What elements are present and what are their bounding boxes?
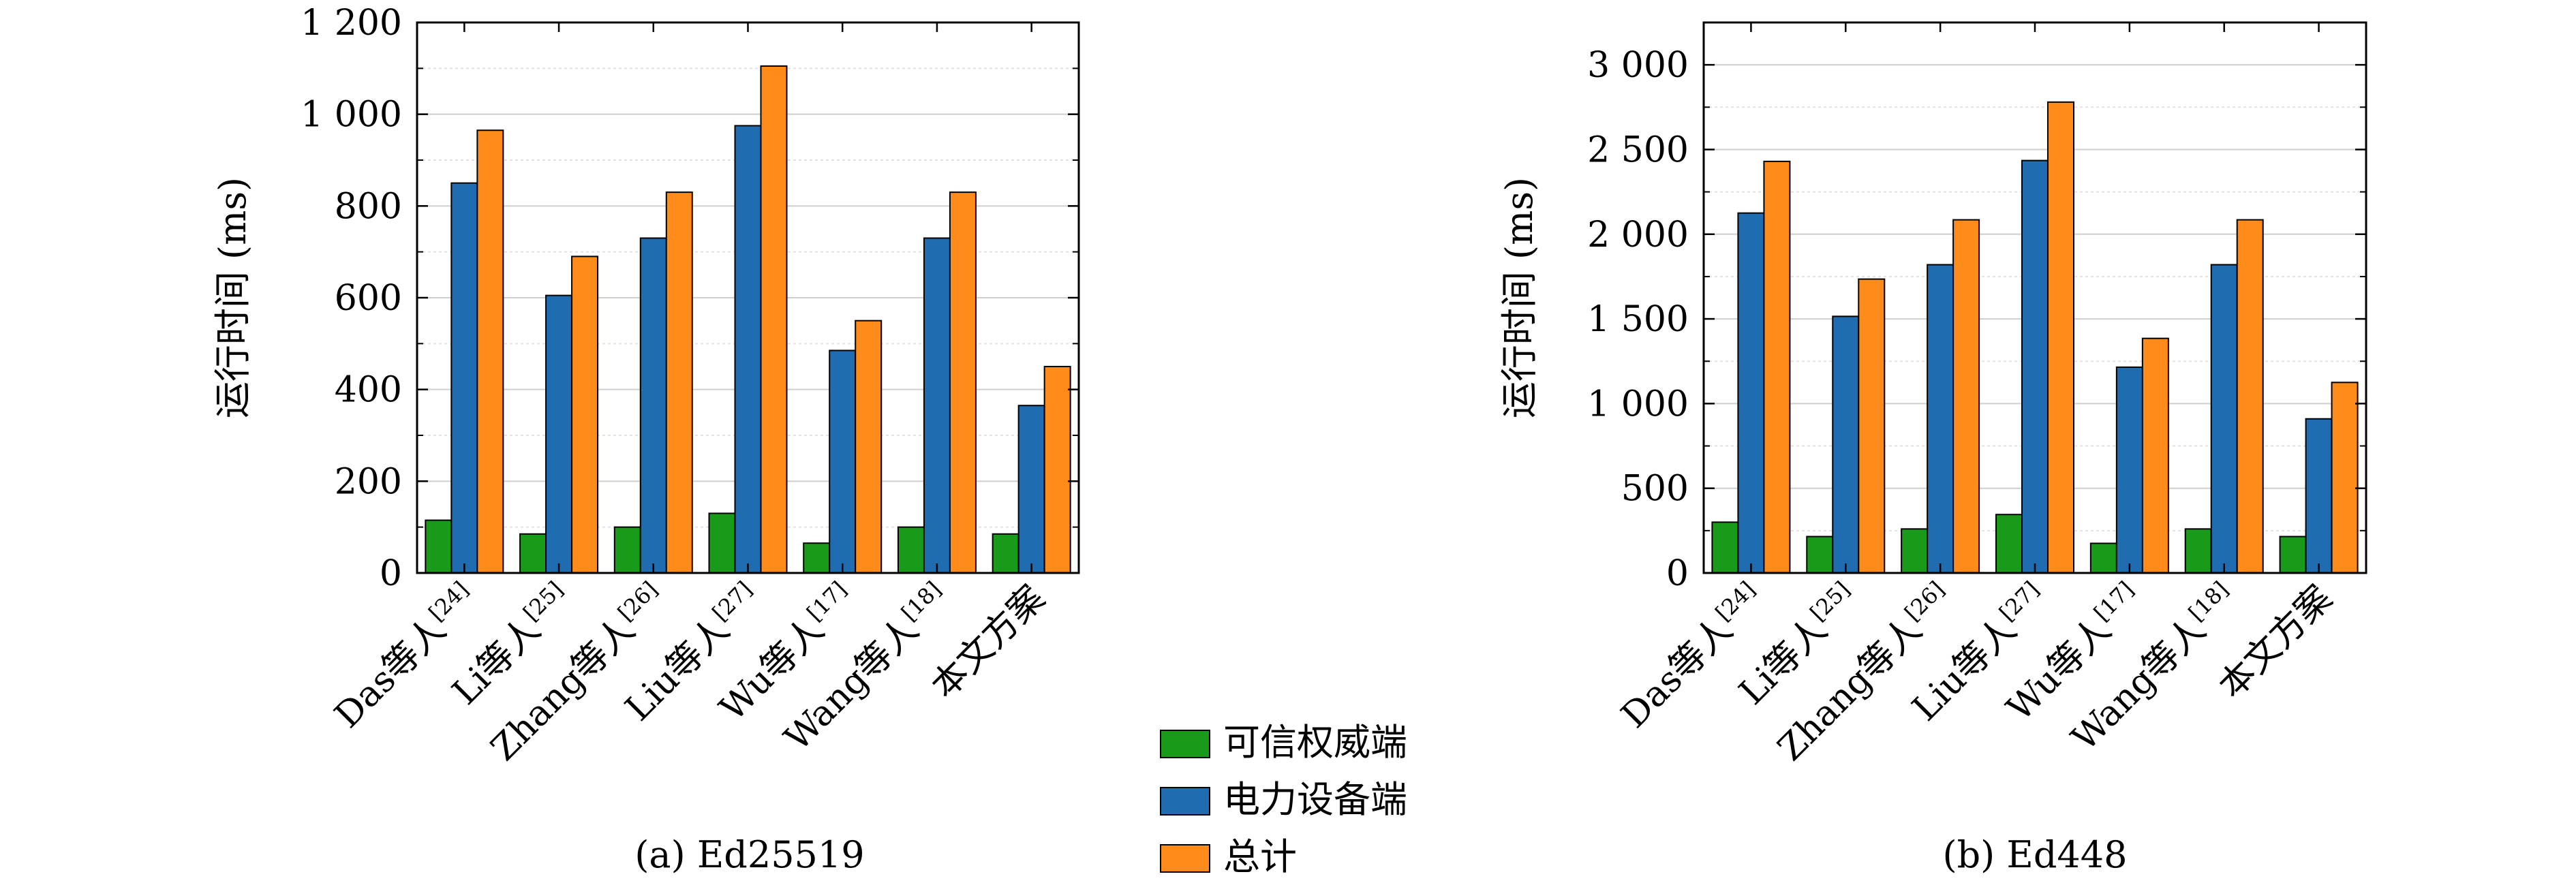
bar-trusted-authority	[613, 526, 641, 574]
bar-power-device	[1737, 212, 1765, 574]
bar-total	[2331, 382, 2359, 574]
y-tick-label: 500	[1621, 469, 1689, 510]
category-name: Liu等人	[1905, 609, 2025, 729]
bar-total	[2047, 101, 2074, 574]
bar-power-device	[2115, 366, 2143, 574]
bar-total	[571, 255, 599, 574]
bar-power-device	[1017, 405, 1045, 574]
bar-trusted-authority	[2184, 528, 2212, 574]
y-tick-label: 600	[335, 278, 402, 319]
y-tick-label: 800	[335, 186, 402, 227]
y-tick-label: 1 000	[301, 95, 402, 136]
bar-power-device	[2210, 264, 2238, 574]
bar-trusted-authority	[1995, 514, 2023, 574]
bar-trusted-authority	[897, 526, 925, 574]
bar-trusted-authority	[2279, 535, 2307, 574]
legend-swatch	[1160, 730, 1210, 758]
bar-total	[476, 129, 504, 574]
y-tick-label: 3 000	[1587, 45, 1689, 86]
category-name: Das等人	[1614, 609, 1741, 736]
category-name: Das等人	[327, 609, 454, 736]
y-tick-label: 1 000	[1587, 384, 1689, 424]
x-tick-label: Das等人[24]	[1612, 576, 1773, 736]
y-tick-label: 0	[380, 553, 402, 594]
bar-total	[1858, 278, 1886, 574]
bar-total	[949, 191, 977, 574]
bar-trusted-authority	[425, 519, 453, 574]
bar-total	[1043, 366, 1071, 574]
bar-power-device	[1832, 315, 1860, 574]
legend-label: 可信权威端	[1223, 721, 1407, 764]
bar-trusted-authority	[992, 533, 1019, 574]
bar-trusted-authority	[1901, 528, 1929, 574]
legend-label: 电力设备端	[1223, 778, 1407, 821]
y-tick-label: 2 500	[1587, 129, 1689, 170]
y-tick-label: 200	[335, 461, 402, 502]
y-tick-label: 400	[335, 370, 402, 411]
bar-total	[665, 191, 693, 574]
x-tick-label: Wang等人[18]	[776, 576, 958, 759]
bar-power-device	[829, 350, 857, 574]
bar-power-device	[545, 294, 573, 574]
bar-trusted-authority	[519, 533, 547, 574]
bar-power-device	[2305, 418, 2333, 574]
subfigure-caption: (a) Ed25519	[634, 833, 864, 876]
bar-total	[1952, 219, 1980, 574]
bar-trusted-authority	[1806, 535, 1834, 574]
bar-power-device	[1927, 264, 1954, 574]
bar-trusted-authority	[708, 512, 736, 574]
x-tick-label: Das等人[24]	[326, 576, 486, 736]
bar-total	[760, 65, 788, 574]
y-tick-label: 1 200	[301, 3, 402, 44]
bar-trusted-authority	[1711, 521, 1739, 574]
bar-power-device	[450, 182, 478, 574]
y-axis-label: 运行时间 (ms)	[211, 177, 254, 418]
bar-power-device	[923, 237, 951, 574]
legend-label: 总计	[1223, 835, 1297, 878]
y-tick-label: 2 000	[1587, 215, 1689, 255]
bar-power-device	[2021, 159, 2049, 574]
bar-total	[855, 320, 883, 574]
legend-swatch	[1160, 844, 1210, 873]
x-tick-label: Wang等人[18]	[2063, 576, 2245, 759]
y-tick-label: 0	[1666, 553, 1689, 594]
y-axis-label: 运行时间 (ms)	[1498, 177, 1541, 418]
category-name: Liu等人	[617, 609, 737, 729]
bar-power-device	[639, 237, 667, 574]
bar-total	[2141, 337, 2169, 574]
bar-trusted-authority	[803, 542, 831, 574]
legend-swatch	[1160, 787, 1210, 816]
chart-ed448: 0 500 1 000 1 500 2 000 2 500 3 000 Das等人[24] Li…	[1498, 21, 2367, 876]
bar-total	[1763, 160, 1791, 574]
bar-power-device	[734, 125, 762, 574]
y-tick-label: 1 500	[1587, 299, 1689, 340]
bar-total	[2236, 219, 2264, 574]
bar-trusted-authority	[2089, 542, 2117, 574]
subfigure-caption: (b) Ed448	[1943, 833, 2128, 876]
